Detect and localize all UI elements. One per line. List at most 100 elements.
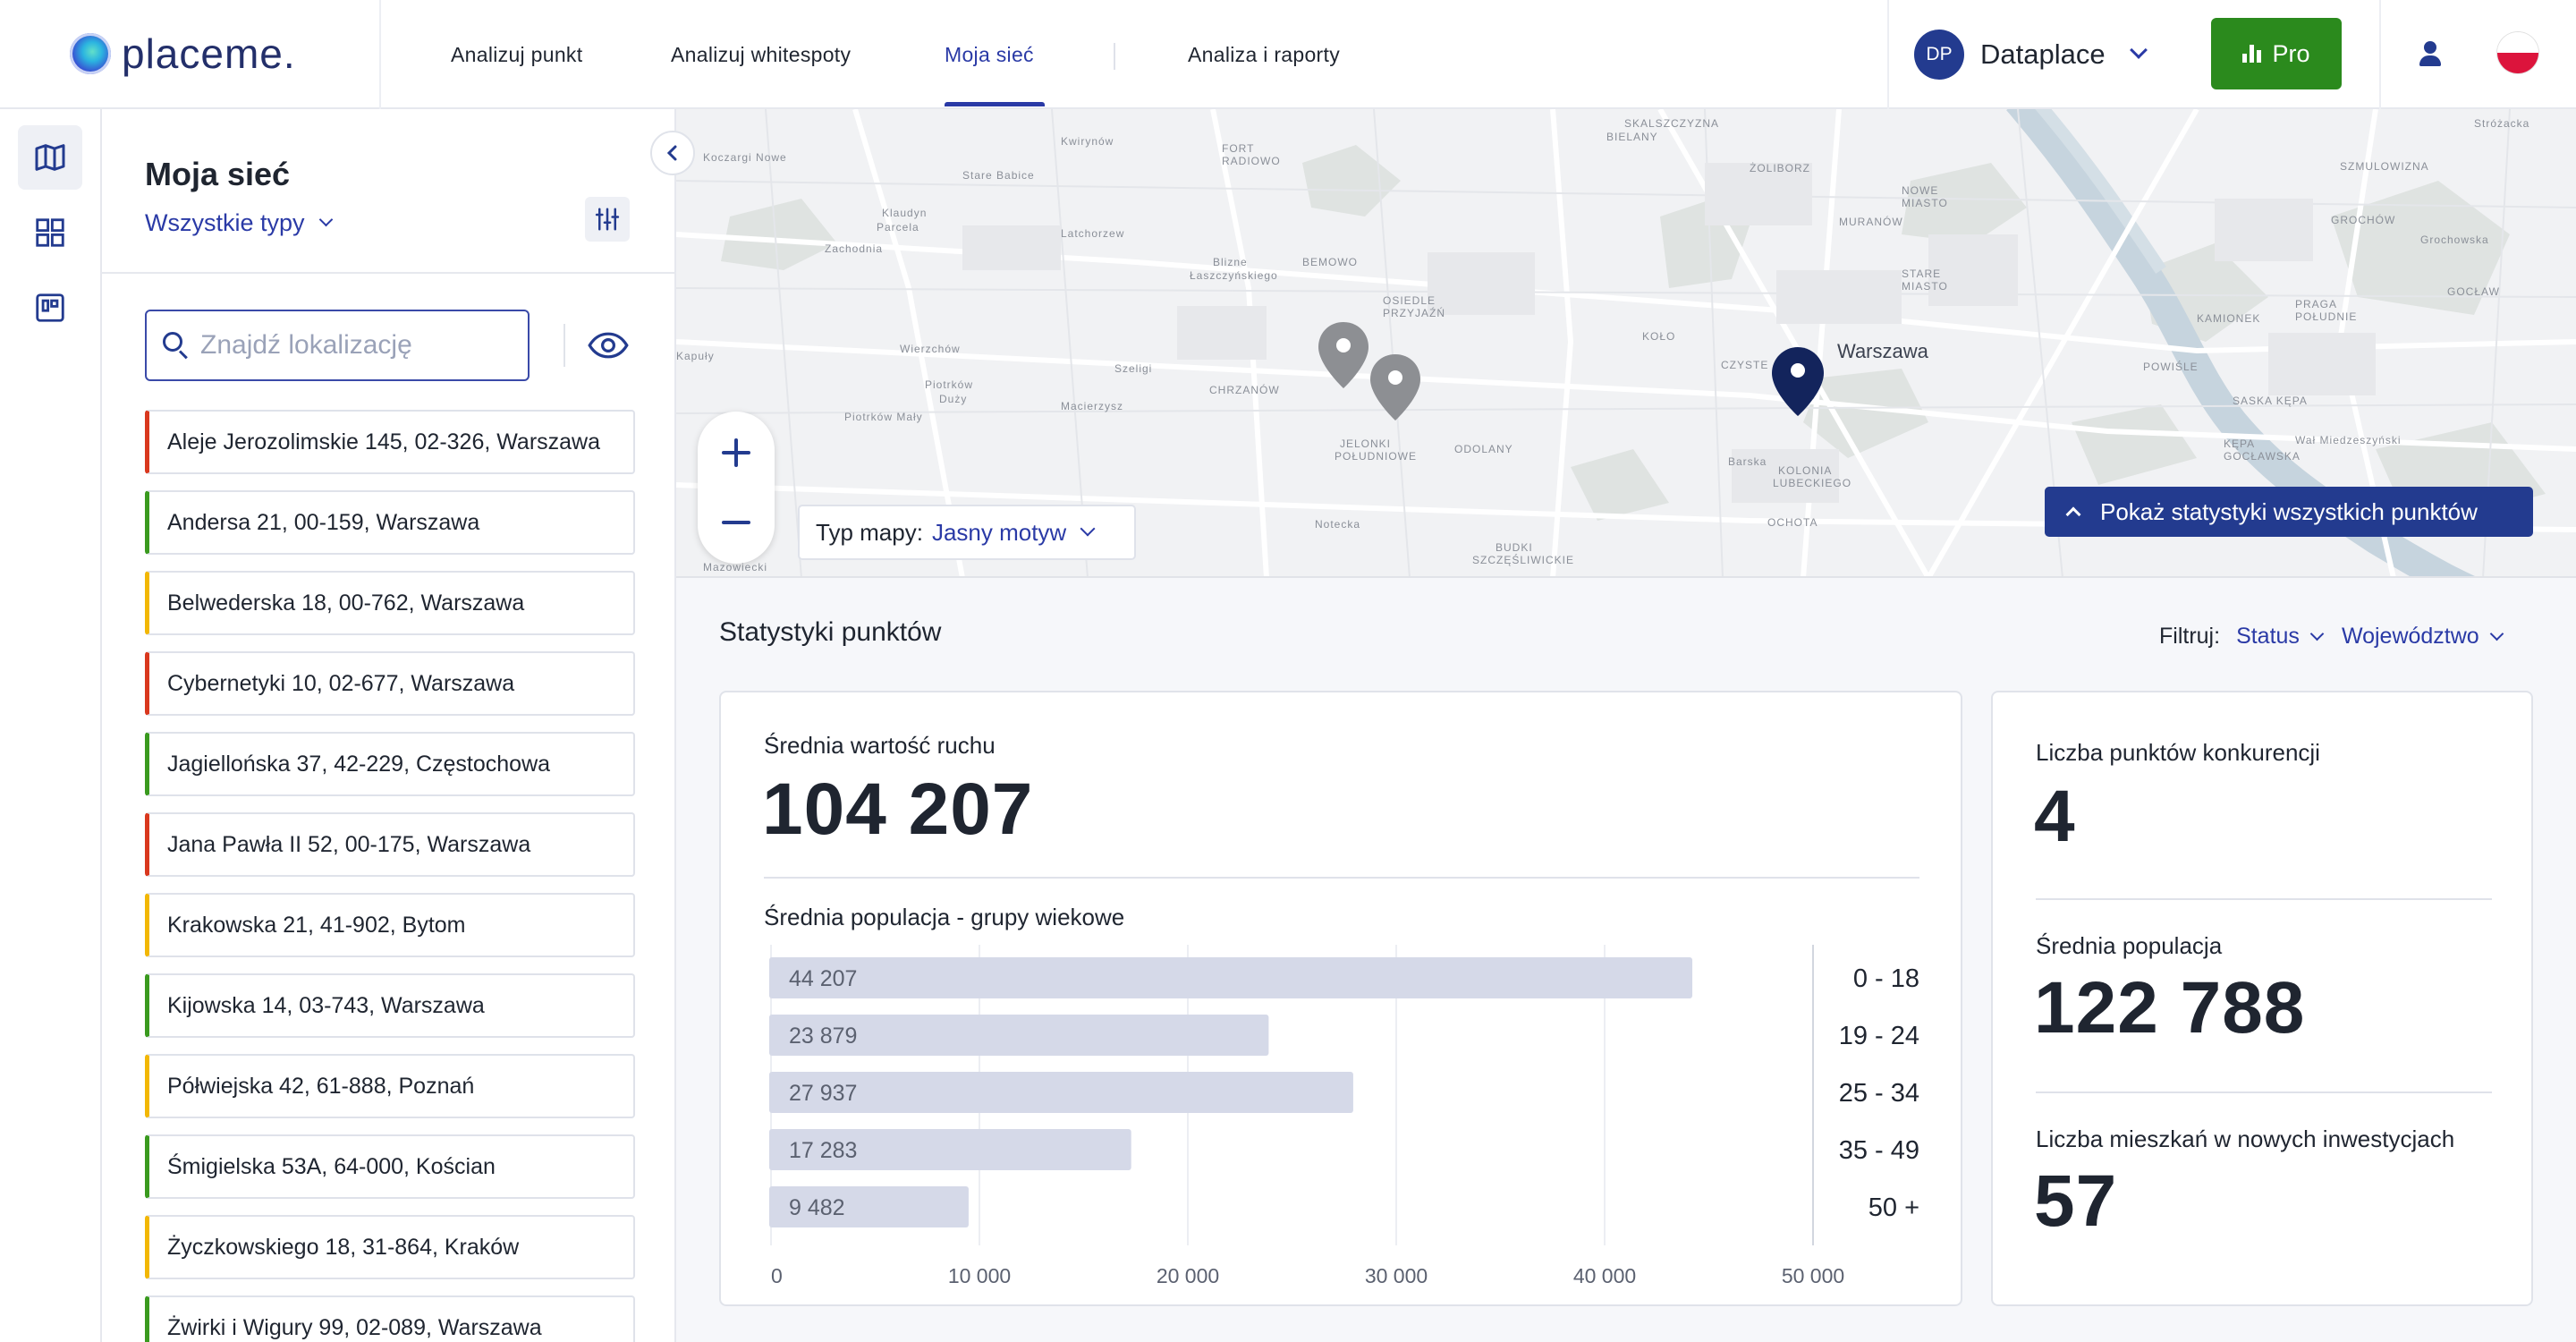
location-list-item[interactable]: Andersa 21, 00-159, Warszawa — [145, 490, 635, 555]
bar — [769, 1186, 969, 1227]
polish-flag-icon[interactable] — [2497, 32, 2538, 73]
svg-text:SZMULOWIZNA: SZMULOWIZNA — [2340, 160, 2429, 173]
map-icon — [35, 144, 65, 171]
stats-title: Statystyki punktów — [719, 617, 942, 647]
svg-text:Blizne: Blizne — [1213, 256, 1248, 268]
svg-text:NOWE: NOWE — [1902, 184, 1938, 197]
location-list-item[interactable]: Śmigielska 53A, 64-000, Kościan — [145, 1134, 635, 1199]
svg-text:KOLONIA: KOLONIA — [1778, 464, 1832, 477]
nav-analizuj-whitespoty[interactable]: Analizuj whitespoty — [671, 43, 852, 66]
nav-analizuj-punkt[interactable]: Analizuj punkt — [451, 43, 583, 66]
bar — [769, 1015, 1269, 1056]
search-separator — [564, 324, 565, 367]
svg-text:ODOLANY: ODOLANY — [1454, 443, 1513, 455]
svg-text:Wał Miedzeszyński: Wał Miedzeszyński — [2295, 434, 2402, 446]
location-list-item[interactable]: Żwirki i Wigury 99, 02-089, Warszawa — [145, 1295, 635, 1342]
new-flats-label: Liczba mieszkań w nowych inwestycjach — [2036, 1125, 2455, 1152]
location-list-item[interactable]: Aleje Jerozolimskie 145, 02-326, Warszaw… — [145, 410, 635, 474]
show-all-stats-button[interactable]: Pokaż statystyki wszystkich punktów — [2045, 487, 2533, 537]
svg-text:Grochowska: Grochowska — [2420, 234, 2489, 246]
rail-grid-button[interactable] — [18, 200, 82, 265]
location-list-item[interactable]: Życzkowskiego 18, 31-864, Kraków — [145, 1215, 635, 1279]
svg-text:Kwirynów: Kwirynów — [1061, 135, 1114, 148]
selected-map-pin-icon — [1772, 347, 1824, 416]
search-icon — [163, 332, 190, 360]
location-list-item[interactable]: Kijowska 14, 03-743, Warszawa — [145, 973, 635, 1038]
status-filter-dropdown[interactable]: Status — [2236, 624, 2325, 650]
nav-moja-siec[interactable]: Moja sieć — [945, 43, 1034, 66]
map-pin-icon — [1318, 322, 1368, 388]
svg-text:GOCŁAW: GOCŁAW — [2447, 285, 2500, 298]
svg-text:JELONKI: JELONKI — [1340, 437, 1391, 450]
card-divider — [764, 877, 1919, 879]
nav-analiza-i-raporty[interactable]: Analiza i raporty — [1188, 43, 1341, 66]
age-group-label: 0 - 18 — [1853, 964, 1919, 993]
rail-map-button[interactable] — [18, 125, 82, 190]
nav-separator — [1114, 43, 1115, 70]
bar-chart-icon — [2242, 45, 2262, 63]
rail-dashboard-button[interactable] — [18, 276, 82, 340]
svg-text:Latchorzew: Latchorzew — [1061, 227, 1124, 240]
search-input[interactable] — [200, 330, 522, 361]
map-type-dropdown[interactable]: Typ mapy: Jasny motyw — [798, 505, 1136, 560]
bar-value-label: 44 207 — [789, 966, 857, 991]
location-list-item[interactable]: Jagiellońska 37, 42-229, Częstochowa — [145, 732, 635, 796]
location-list: Aleje Jerozolimskie 145, 02-326, Warszaw… — [145, 410, 635, 1342]
svg-text:MIASTO: MIASTO — [1902, 280, 1948, 293]
location-list-item[interactable]: Jana Pawła II 52, 00-175, Warszawa — [145, 812, 635, 877]
chevron-down-icon — [1080, 521, 1096, 537]
bar — [769, 1129, 1131, 1170]
stats-filters: Filtruj: Status Województwo — [2159, 624, 2504, 650]
svg-text:Piotrków: Piotrków — [925, 378, 973, 391]
filter-settings-button[interactable] — [585, 197, 630, 242]
svg-text:FORT: FORT — [1222, 142, 1254, 155]
svg-text:Notecka: Notecka — [1315, 518, 1360, 531]
svg-text:Barska: Barska — [1728, 455, 1767, 468]
x-tick-label: 40 000 — [1573, 1264, 1636, 1287]
zoom-out-button[interactable] — [698, 487, 775, 558]
logo[interactable]: placeme. — [70, 27, 296, 81]
age-group-label: 35 - 49 — [1839, 1136, 1919, 1165]
voivodeship-filter-dropdown[interactable]: Województwo — [2341, 624, 2504, 650]
svg-text:POŁUDNIOWE: POŁUDNIOWE — [1335, 450, 1417, 463]
age-group-label: 50 + — [1868, 1193, 1919, 1222]
svg-text:Piotrków Mały: Piotrków Mały — [844, 411, 923, 423]
map-pin-icon — [1370, 354, 1420, 420]
account-switcher[interactable]: DP Dataplace — [1914, 28, 2148, 81]
zoom-in-button[interactable] — [698, 417, 775, 488]
active-tab-indicator — [945, 102, 1045, 106]
location-list-item[interactable]: Półwiejska 42, 61-888, Poznań — [145, 1054, 635, 1118]
type-filter-dropdown[interactable]: Wszystkie typy — [145, 209, 333, 237]
card-divider — [2036, 898, 2492, 900]
location-list-item[interactable]: Belwederska 18, 00-762, Warszawa — [145, 571, 635, 635]
pro-button[interactable]: Pro — [2211, 18, 2342, 89]
visibility-toggle-button[interactable] — [585, 324, 631, 367]
bar-value-label: 17 283 — [789, 1138, 857, 1163]
bar — [769, 957, 1693, 998]
location-list-item[interactable]: Cybernetyki 10, 02-677, Warszawa — [145, 651, 635, 716]
x-tick-label: 20 000 — [1157, 1264, 1219, 1287]
svg-text:Stare Babice: Stare Babice — [962, 169, 1035, 182]
map-type-value: Jasny motyw — [931, 518, 1067, 546]
svg-text:KAMIONEK: KAMIONEK — [2197, 312, 2260, 325]
location-list-item[interactable]: Krakowska 21, 41-902, Bytom — [145, 893, 635, 957]
age-group-label: 25 - 34 — [1839, 1079, 1919, 1108]
svg-text:KOŁO: KOŁO — [1642, 330, 1675, 343]
svg-text:Duży: Duży — [939, 393, 967, 405]
svg-text:BIELANY: BIELANY — [1606, 131, 1658, 143]
svg-text:RADIOWO: RADIOWO — [1222, 155, 1281, 167]
svg-text:ŻOLIBORZ: ŻOLIBORZ — [1750, 162, 1810, 174]
svg-text:POŁUDNIE: POŁUDNIE — [2295, 310, 2357, 323]
svg-text:Kapuły: Kapuły — [676, 350, 715, 362]
avatar: DP — [1914, 30, 1964, 80]
svg-text:POWIŚLE: POWIŚLE — [2143, 360, 2199, 373]
location-search[interactable] — [145, 310, 530, 381]
city-label: Warszawa — [1837, 340, 1929, 362]
svg-text:GOCŁAWSKA: GOCŁAWSKA — [2224, 450, 2301, 463]
account-name: Dataplace — [1980, 38, 2106, 70]
icon-rail — [0, 109, 102, 1342]
collapse-sidebar-button[interactable] — [650, 131, 695, 175]
user-icon[interactable] — [2415, 39, 2445, 70]
bar — [769, 1072, 1353, 1113]
voivodeship-filter-label: Województwo — [2341, 624, 2479, 649]
